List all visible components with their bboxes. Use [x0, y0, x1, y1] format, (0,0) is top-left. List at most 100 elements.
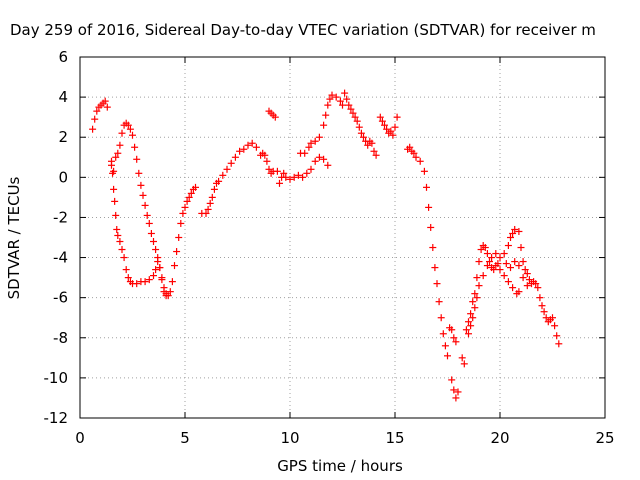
data-point: [355, 123, 363, 131]
data-point: [477, 246, 485, 254]
y-tick-label: 2: [58, 128, 68, 146]
y-tick-label: 0: [58, 168, 68, 186]
data-point: [141, 201, 149, 209]
data-point: [175, 234, 183, 241]
data-point: [152, 246, 160, 254]
data-point: [150, 238, 157, 246]
data-point: [273, 167, 281, 175]
data-point: [364, 141, 372, 149]
data-point: [469, 298, 477, 306]
data-point: [383, 125, 391, 133]
data-point: [542, 314, 550, 322]
data-point: [143, 211, 151, 219]
data-point: [523, 282, 531, 290]
data-point: [219, 171, 227, 179]
y-tick-label: -10: [44, 369, 69, 387]
data-point: [452, 394, 460, 402]
data-point: [494, 260, 502, 268]
data-point: [116, 141, 124, 149]
data-point: [215, 177, 223, 185]
data-point: [458, 354, 466, 362]
data-point: [320, 121, 328, 129]
data-point: [483, 262, 491, 270]
data-point: [467, 322, 475, 330]
data-point: [168, 278, 176, 286]
data-point: [431, 264, 439, 272]
data-point: [103, 103, 111, 111]
data-point: [515, 227, 523, 235]
data-point: [131, 143, 139, 151]
data-point: [135, 169, 143, 177]
data-point: [240, 145, 248, 153]
data-point: [280, 169, 288, 177]
data-point: [372, 151, 380, 159]
data-point: [469, 314, 477, 322]
data-point: [305, 143, 313, 151]
data-point: [231, 153, 239, 161]
y-tick-label: -4: [53, 249, 68, 267]
axis-ticks: [79, 56, 606, 419]
x-tick-label: 15: [385, 429, 404, 447]
data-point: [412, 153, 420, 161]
data-point: [504, 278, 512, 286]
data-point: [381, 121, 388, 129]
data-point: [133, 280, 141, 288]
x-tick-label: 25: [595, 429, 614, 447]
data-point: [483, 250, 491, 258]
data-point: [349, 109, 357, 117]
data-point: [433, 280, 441, 288]
data-point: [439, 330, 447, 338]
data-point: [332, 93, 340, 101]
data-point: [496, 254, 504, 262]
data-point: [185, 193, 193, 201]
data-point: [387, 127, 395, 135]
data-point: [110, 185, 118, 193]
data-point: [114, 149, 122, 157]
data-point: [353, 117, 361, 125]
data-point: [448, 326, 456, 334]
data-point: [307, 139, 315, 147]
data-point: [540, 308, 548, 316]
data-point: [223, 165, 231, 173]
data-point: [490, 266, 498, 274]
x-tick-label: 20: [490, 429, 509, 447]
data-point: [112, 211, 120, 219]
data-point: [391, 123, 399, 131]
data-point: [502, 260, 510, 268]
data-point: [534, 284, 542, 292]
data-point: [156, 264, 164, 272]
data-point: [91, 115, 99, 123]
data-point: [553, 332, 561, 340]
data-point: [376, 113, 384, 121]
data-point: [515, 262, 523, 270]
data-point: [416, 157, 424, 165]
data-point: [276, 179, 283, 187]
data-point: [488, 254, 496, 262]
data-point: [177, 219, 185, 227]
data-point: [519, 258, 527, 266]
data-point: [124, 274, 132, 282]
data-point: [171, 262, 178, 270]
data-point: [441, 342, 449, 350]
grid-lines: [80, 57, 605, 418]
data-point: [133, 155, 141, 163]
data-point: [179, 209, 187, 217]
data-point: [406, 143, 414, 151]
x-tick-labels: 0 5 10 15 20 25: [75, 429, 614, 447]
data-point: [113, 225, 121, 233]
data-point: [252, 143, 260, 151]
data-point: [452, 338, 460, 346]
data-point: [509, 229, 517, 237]
data-point: [500, 250, 508, 258]
y-axis-title: SDTVAR / TECUs: [5, 176, 23, 299]
data-point: [328, 91, 336, 99]
data-point: [154, 254, 162, 262]
data-point: [471, 290, 479, 298]
data-point: [118, 129, 126, 137]
data-point: [423, 183, 430, 191]
data-point: [492, 250, 500, 258]
data-point: [166, 288, 174, 296]
data-point: [339, 101, 346, 109]
data-point: [370, 147, 378, 155]
data-point: [467, 310, 475, 318]
